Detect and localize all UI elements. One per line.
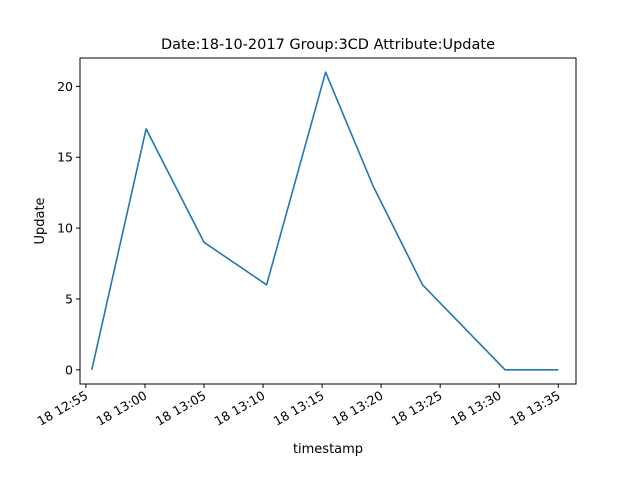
series-line (91, 71, 559, 371)
y-axis: 0 5 10 15 20 (57, 79, 80, 377)
y-tick-label: 15 (57, 150, 73, 165)
x-axis: 18 12:55 18 13:00 18 13:05 18 13:10 18 13:15… (34, 384, 563, 429)
y-axis-label: Update (33, 197, 48, 244)
x-tick-label: 18 13:15 (271, 388, 327, 429)
plot-frame (79, 57, 577, 385)
x-tick-label: 18 13:10 (212, 388, 268, 429)
x-tick-label: 18 13:25 (389, 388, 445, 429)
y-tick-label: 10 (57, 221, 73, 236)
y-tick-label: 5 (65, 291, 73, 306)
x-tick-label: 18 13:00 (94, 388, 150, 429)
x-tick-label: 18 12:55 (34, 388, 90, 429)
x-tick-label: 18 13:05 (153, 388, 209, 429)
x-tick-label: 18 13:20 (330, 388, 386, 429)
x-tick-label: 18 13:30 (448, 388, 504, 429)
y-tick-label: 20 (57, 79, 73, 94)
chart-title: Date:18-10-2017 Group:3CD Attribute:Upda… (161, 37, 495, 53)
y-tick-label: 0 (65, 362, 73, 377)
x-axis-label: timestamp (293, 442, 363, 457)
x-tick-label: 18 13:35 (507, 388, 563, 429)
